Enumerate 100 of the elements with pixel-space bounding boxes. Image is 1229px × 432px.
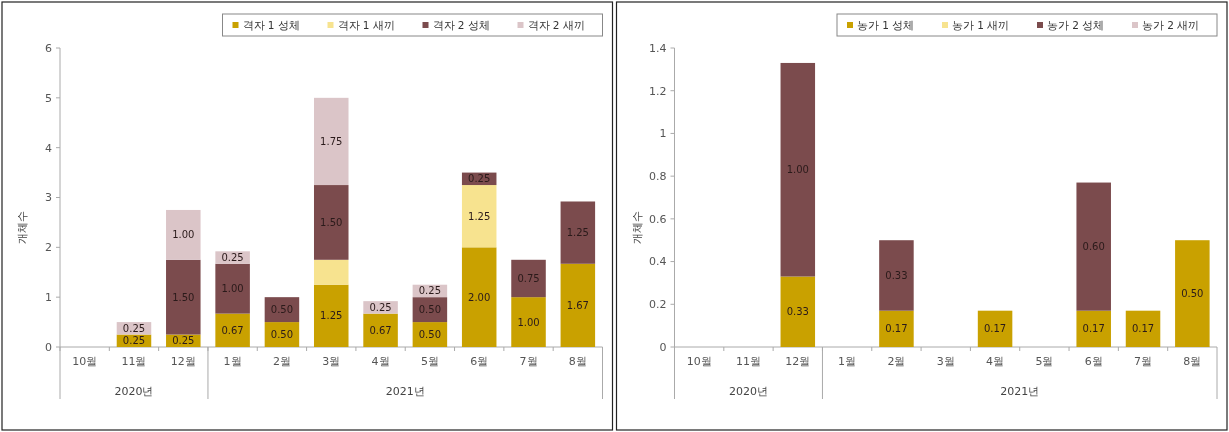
x-tick-label: 1월 [223, 355, 242, 368]
x-tick-label: 12월 [785, 355, 811, 368]
text: 2020년 [728, 385, 768, 398]
y-tick-label: 1.4 [649, 41, 667, 55]
bar [780, 276, 816, 347]
data-label: 1.25 [320, 310, 343, 322]
bar [780, 62, 816, 277]
x-tick-label: 7월 [1134, 355, 1153, 368]
x-tick-label: 4월 [371, 355, 390, 368]
text: 2020년 [114, 385, 154, 398]
data-label: 1.00 [786, 164, 809, 176]
y-tick-label: 6 [45, 41, 52, 55]
data-label: 0.67 [369, 324, 392, 336]
x-tick-label: 5월 [420, 355, 439, 368]
y-axis-title: 개체수 [16, 211, 29, 244]
data-label: 1.00 [221, 283, 244, 295]
bar [461, 247, 497, 347]
x-tick-label: 6월 [1084, 355, 1103, 368]
bar [166, 259, 201, 335]
data-label: 0.50 [418, 329, 442, 341]
data-label: 0.67 [221, 324, 244, 336]
data-label: 0.50 [418, 304, 442, 316]
data-label: 0.17 [1082, 323, 1105, 335]
bar [1125, 310, 1161, 347]
data-label: 1.25 [468, 210, 491, 222]
data-label: 0.25 [468, 173, 491, 185]
bar [1076, 182, 1111, 311]
data-label: 0.50 [270, 304, 294, 316]
y-tick-label: 1.2 [649, 84, 667, 98]
x-tick-label: 7월 [519, 355, 538, 368]
y-axis-title: 개체수 [630, 211, 644, 244]
y-tick-label: 5 [45, 91, 52, 105]
legend-label: 격자 1 성체 [242, 18, 300, 31]
legend-label: 농가 2 새끼 [1142, 18, 1200, 31]
data-label: 0.50 [270, 329, 294, 341]
bar [1076, 310, 1111, 347]
y-tick-label: 0.2 [649, 298, 667, 312]
legend-label: 농가 1 성체 [857, 18, 915, 31]
x-tick-label: 3월 [936, 355, 955, 368]
text: 2021년 [385, 385, 425, 398]
bar [977, 310, 1013, 347]
x-tick-label: 3월 [322, 355, 341, 368]
bar [313, 259, 349, 285]
legend-label: 농가 2 성체 [1047, 18, 1105, 31]
bar [215, 263, 250, 314]
data-label: 1.50 [320, 216, 343, 228]
bar [313, 185, 349, 260]
data-label: 0.25 [369, 301, 392, 313]
data-label: 1.75 [320, 135, 343, 147]
data-label: 0.25 [122, 322, 146, 334]
y-tick-label: 0 [45, 340, 52, 354]
x-tick-label: 8월 [568, 355, 587, 368]
data-label: 0.17 [885, 323, 908, 335]
x-tick-label: 6월 [470, 355, 489, 368]
bar [1175, 240, 1210, 347]
y-tick-label: 2 [45, 241, 52, 255]
bar [879, 310, 914, 347]
y-tick-label: 3 [45, 191, 52, 205]
x-tick-label: 5월 [1035, 355, 1054, 368]
data-label: 1.50 [172, 291, 195, 303]
data-label: 0.25 [221, 252, 244, 264]
data-label: 1.00 [172, 229, 195, 241]
data-label: 0.25 [122, 335, 146, 347]
x-tick-label: 12월 [170, 355, 196, 368]
bar [363, 313, 398, 347]
x-tick-label: 4월 [986, 355, 1005, 368]
bar [313, 97, 349, 186]
data-label: 0.50 [1181, 288, 1204, 300]
x-tick-label: 11월 [735, 355, 761, 368]
data-label: 0.60 [1082, 241, 1105, 253]
bar [560, 201, 596, 264]
x-tick-label: 1월 [838, 355, 857, 368]
bar [879, 240, 914, 311]
bar [166, 209, 201, 260]
bar [511, 297, 546, 347]
data-label: 1.25 [566, 227, 589, 239]
data-label: 0.33 [786, 306, 809, 318]
x-tick-label: 8월 [1183, 355, 1202, 368]
legend-label: 농가 1 새끼 [952, 18, 1010, 31]
data-label: 0.17 [1131, 323, 1155, 335]
y-tick-label: 1 [45, 291, 52, 305]
x-tick-label: 2월 [272, 355, 291, 368]
x-tick-label: 10월 [686, 355, 712, 368]
legend-label: 격자 2 새끼 [527, 18, 585, 31]
bar [215, 313, 250, 347]
y-tick-label: 0 [659, 340, 667, 354]
legend-label: 격자 2 성체 [432, 18, 490, 31]
bar [560, 263, 596, 347]
data-label: 0.25 [418, 285, 442, 297]
y-tick-label: 1 [659, 127, 667, 141]
data-label: 1.67 [566, 299, 589, 311]
data-label: 0.75 [517, 272, 540, 284]
text: 2021년 [1000, 385, 1040, 398]
y-tick-label: 0.8 [649, 169, 667, 183]
y-tick-label: 0.6 [649, 212, 667, 226]
data-label: 0.33 [885, 269, 908, 281]
bar [313, 284, 349, 347]
legend-label: 격자 1 새끼 [337, 18, 395, 31]
bar [511, 259, 546, 298]
y-tick-label: 4 [45, 141, 52, 155]
